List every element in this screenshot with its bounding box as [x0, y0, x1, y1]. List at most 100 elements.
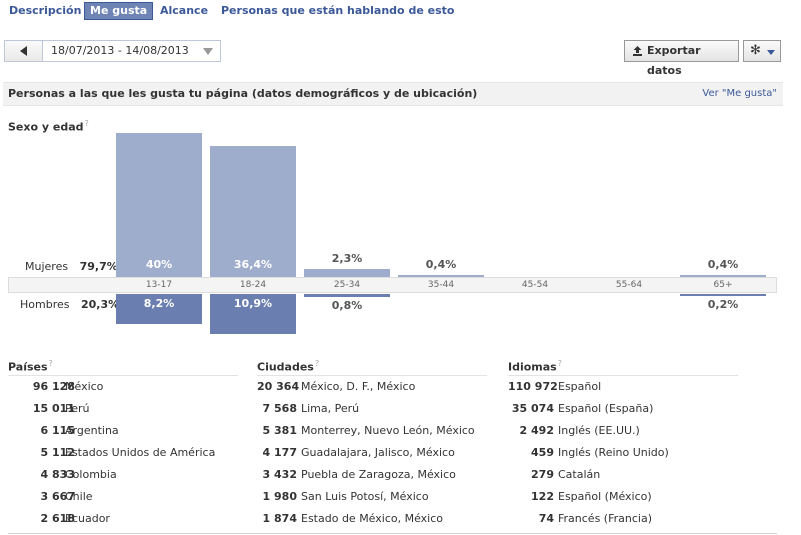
tab-alcance[interactable]: Alcance: [160, 4, 209, 17]
item-count: 279: [531, 468, 554, 481]
men-bar: [210, 294, 296, 334]
settings-menu-button[interactable]: ✻: [743, 40, 781, 62]
help-icon[interactable]: ?: [557, 359, 562, 368]
tab-personas-hablando[interactable]: Personas que están hablando de esto: [221, 4, 455, 17]
caret-down-icon: [767, 50, 775, 55]
item-count: 20 364: [257, 380, 300, 393]
item-count: 4 833: [40, 468, 75, 481]
export-data-button[interactable]: Exportar datos: [624, 40, 739, 77]
list-item: 2 618 Ecuador: [8, 508, 238, 530]
age-tick-label: 18-24: [239, 280, 267, 290]
tab-bar: Descripción Me gusta Alcance Personas qu…: [0, 0, 801, 22]
gear-icon: ✻: [750, 43, 761, 58]
item-name: Inglés (Reino Unido): [558, 446, 669, 459]
item-count: 1 980: [262, 490, 297, 503]
list-item: 3 667 Chile: [8, 486, 238, 508]
triangle-left-icon: [20, 46, 27, 56]
item-count: 459: [531, 446, 554, 459]
men-label: Hombres: [20, 298, 70, 311]
languages-title-text: Idiomas: [508, 360, 557, 374]
list-item: 4 177 Guadalajara, Jalisco, México: [257, 442, 487, 464]
women-bar: [680, 275, 766, 277]
help-icon[interactable]: ?: [314, 359, 320, 368]
list-item: 3 432 Puebla de Zaragoza, México: [257, 464, 487, 486]
countries-title: Países?: [8, 358, 238, 376]
item-count: 2 492: [519, 424, 554, 437]
item-name: Argentina: [65, 424, 119, 437]
list-item: 96 128 México: [8, 376, 238, 398]
gender-age-chart: Mujeres 79,7% Hombres 20,3% 13-17 40% 8,2%…: [0, 120, 801, 345]
age-tick-label: 45-54: [521, 280, 549, 290]
help-icon[interactable]: ?: [84, 119, 89, 128]
age-tick-label: 13-17: [145, 280, 173, 290]
item-count: 122: [531, 490, 554, 503]
list-item: 74 Francés (Francia): [508, 508, 738, 530]
women-bar: [304, 269, 390, 277]
item-name: Estados Unidos de América: [65, 446, 216, 459]
women-bar-label: 36,4%: [233, 258, 273, 271]
age-tick-label: 25-34: [333, 280, 361, 290]
women-bar: [210, 146, 296, 277]
list-item: 7 568 Lima, Perú: [257, 398, 487, 420]
gender-age-title-text: Sexo y edad: [8, 120, 84, 134]
item-name: Puebla de Zaragoza, México: [301, 468, 456, 481]
item-count: 5 381: [262, 424, 297, 437]
help-icon[interactable]: ?: [48, 359, 53, 368]
list-item: 6 115 Argentina: [8, 420, 238, 442]
item-name: Chile: [65, 490, 93, 503]
age-tick-label: 35-44: [427, 280, 455, 290]
item-name: Francés (Francia): [558, 512, 652, 525]
men-bar: [304, 294, 390, 297]
item-count: 1 874: [262, 512, 297, 525]
upload-icon: [633, 46, 642, 56]
list-item: 2 492 Inglés (EE.UU.): [508, 420, 738, 442]
date-range-selector[interactable]: 18/07/2013 - 14/08/2013: [4, 40, 221, 62]
women-total: 79,7%: [79, 260, 118, 273]
men-legend: Hombres 20,3%: [20, 298, 119, 311]
list-item: 459 Inglés (Reino Unido): [508, 442, 738, 464]
item-name: San Luis Potosí, México: [301, 490, 429, 503]
item-name: México, D. F., México: [301, 380, 416, 393]
item-name: Ecuador: [65, 512, 110, 525]
gender-age-title: Sexo y edad?: [8, 119, 89, 134]
item-name: Estado de México, México: [301, 512, 444, 525]
previous-period-button[interactable]: [5, 41, 43, 61]
item-name: Colombia: [65, 468, 117, 481]
list-item: 5 381 Monterrey, Nuevo León, México: [257, 420, 487, 442]
countries-list: Países? 96 128 México 15 011 Perú 6 115 Argen…: [8, 358, 238, 530]
list-item: 20 364 México, D. F., México: [257, 376, 487, 398]
women-label: Mujeres: [25, 260, 69, 273]
item-name: Español: [558, 380, 602, 393]
men-bar: [116, 294, 202, 324]
item-count: 110 972: [508, 380, 558, 393]
export-data-label: Exportar datos: [647, 44, 701, 77]
languages-title: Idiomas?: [508, 358, 738, 376]
list-item: 110 972 Español: [508, 376, 738, 398]
item-name: Monterrey, Nuevo León, México: [301, 424, 475, 437]
section-title: Personas a las que les gusta tu página (…: [8, 87, 478, 100]
women-bar-label: 0,4%: [425, 258, 457, 271]
women-bar-label: 2,3%: [331, 252, 363, 265]
women-bar-label: 0,4%: [707, 258, 739, 271]
item-name: Guadalajara, Jalisco, México: [301, 446, 455, 459]
languages-list: Idiomas? 110 972 Español 35 074 Español (Es…: [508, 358, 738, 530]
age-axis: [8, 277, 777, 293]
item-count: 74: [538, 512, 554, 525]
list-item: 15 011 Perú: [8, 398, 238, 420]
list-item: 122 Español (México): [508, 486, 738, 508]
tab-descripcion[interactable]: Descripción: [9, 4, 82, 17]
men-bar-label: 0,2%: [707, 298, 739, 311]
item-count: 6 115: [40, 424, 75, 437]
item-name: Inglés (EE.UU.): [558, 424, 640, 437]
tab-me-gusta[interactable]: Me gusta: [84, 2, 154, 20]
cities-title-text: Ciudades: [257, 360, 314, 374]
list-item: 35 074 Español (España): [508, 398, 738, 420]
age-tick-label: 55-64: [615, 280, 643, 290]
item-count: 15 011: [32, 402, 75, 415]
women-bar: [398, 275, 484, 277]
list-item: 279 Catalán: [508, 464, 738, 486]
view-likes-link[interactable]: Ver "Me gusta": [702, 88, 777, 99]
chevron-down-icon[interactable]: [203, 48, 213, 55]
cities-title: Ciudades?: [257, 358, 487, 376]
item-name: Perú: [65, 402, 90, 415]
